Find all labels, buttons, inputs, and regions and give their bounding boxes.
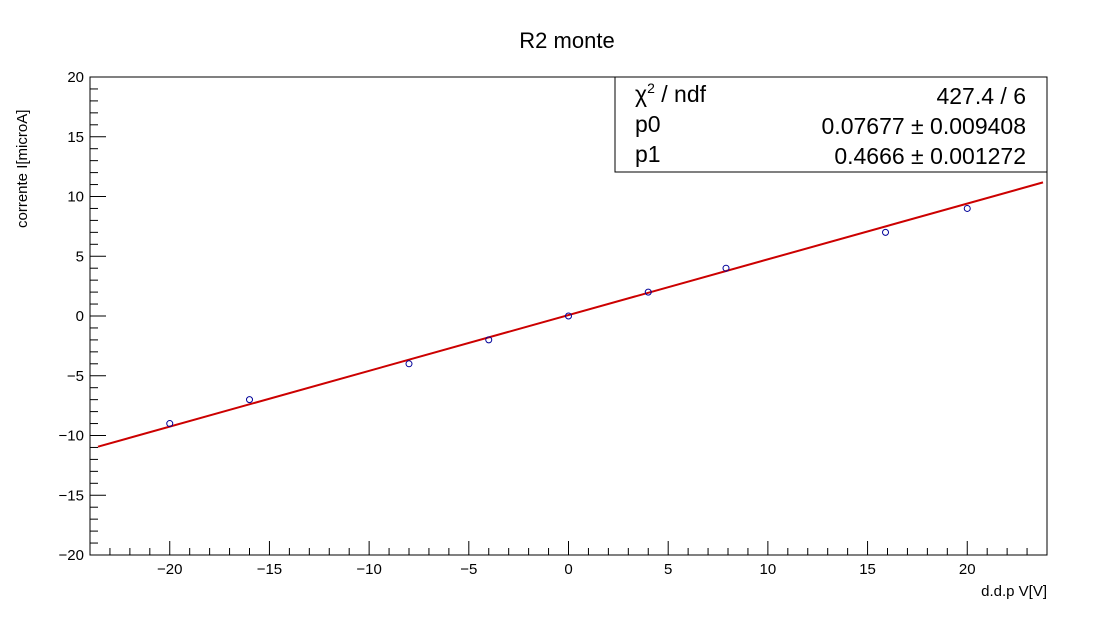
data-point — [166, 420, 174, 428]
data-point — [644, 288, 652, 296]
y-axis-label: corrente I[microA] — [14, 110, 31, 228]
x-tick-label: 20 — [959, 561, 976, 578]
fit-layer — [97, 181, 1044, 448]
stats-chi-superscript: 2 — [647, 80, 655, 96]
stats-box-frame — [614, 76, 1048, 173]
stats-chi-ndf: / ndf — [655, 81, 707, 107]
stats-box: χ2 / ndf 427.4 / 6 p0 0.07677 ± 0.009408… — [614, 76, 1048, 173]
data-point — [963, 204, 971, 212]
y-tick-label: −5 — [67, 368, 84, 385]
x-tick-label: −15 — [257, 561, 282, 578]
y-tick-label: −10 — [59, 428, 84, 445]
y-tick-label: 20 — [67, 69, 84, 86]
data-point — [565, 312, 572, 320]
x-tick-label: 10 — [760, 561, 777, 578]
data-point — [485, 336, 493, 344]
y-tick-label: 10 — [67, 189, 84, 206]
data-point — [405, 360, 413, 368]
stats-p1-label: p1 — [635, 141, 661, 167]
stats-chi-symbol: χ — [635, 81, 647, 107]
y-tick-label: 5 — [76, 248, 84, 265]
y-tick-label: 0 — [76, 308, 84, 325]
stats-p0-value: 0.07677 ± 0.009408 — [822, 113, 1026, 139]
x-tick-label: −5 — [460, 561, 477, 578]
data-points — [166, 204, 971, 428]
stats-p0-label: p0 — [635, 111, 661, 137]
fit-line — [97, 181, 1044, 448]
x-tick-label: −20 — [157, 561, 182, 578]
stats-p1-value: 0.4666 ± 0.001272 — [834, 143, 1026, 169]
y-tick-label: −20 — [59, 547, 84, 564]
axis-ticks: −20 −15 −10 −5 0 5 10 15 20 −20 −15 −10 −5 0 5 10 15 20 — [59, 69, 1048, 578]
data-point — [246, 396, 253, 404]
x-tick-label: −10 — [356, 561, 381, 578]
x-tick-label: 15 — [859, 561, 876, 578]
x-tick-label: 5 — [664, 561, 672, 578]
x-axis-label: d.d.p V[V] — [981, 583, 1047, 600]
stats-chi2-value: 427.4 / 6 — [936, 83, 1026, 109]
chart-title: R2 monte — [519, 28, 614, 53]
stats-chi2-label: χ2 / ndf — [635, 80, 707, 107]
data-point — [882, 228, 890, 236]
y-tick-label: −15 — [59, 487, 84, 504]
y-tick-label: 15 — [67, 129, 84, 146]
x-tick-label: 0 — [564, 561, 572, 578]
data-point — [722, 264, 730, 272]
